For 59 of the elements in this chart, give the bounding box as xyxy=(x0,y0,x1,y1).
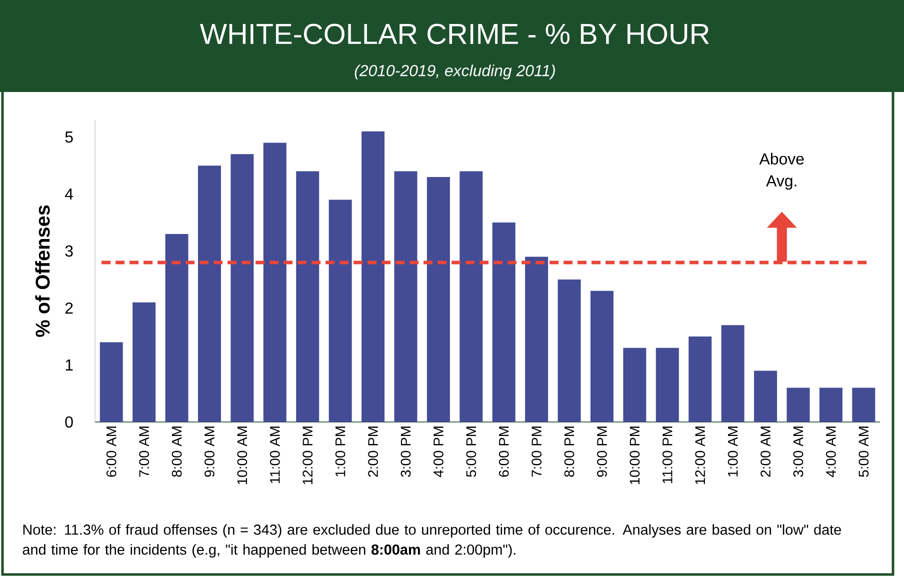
bar xyxy=(362,131,385,422)
x-tick-label: 6:00 AM xyxy=(106,426,116,477)
bar xyxy=(819,388,842,422)
y-tick-label: 3 xyxy=(65,245,73,257)
bar xyxy=(623,348,646,422)
x-tick-label: 2:00 AM xyxy=(760,426,770,477)
bar xyxy=(198,166,221,422)
bar xyxy=(296,171,320,422)
bar xyxy=(754,370,778,422)
chart-title: WHITE-COLLAR CRIME - % BY HOUR xyxy=(200,24,709,44)
x-tick-label: 3:00 AM xyxy=(793,426,804,477)
x-tick-label: 3:00 PM xyxy=(400,426,411,477)
y-tick-label: 0 xyxy=(65,416,73,428)
bar xyxy=(263,142,286,422)
x-tick-label: 11:00 AM xyxy=(270,426,280,484)
y-tick-label: 1 xyxy=(66,360,73,370)
bar xyxy=(230,154,254,422)
bar xyxy=(132,302,156,422)
bar xyxy=(590,290,614,422)
bar xyxy=(852,388,876,422)
x-tick-label: 5:00 PM xyxy=(466,426,476,477)
bar xyxy=(460,171,483,422)
x-tick-label: 11:00 PM xyxy=(662,426,672,484)
x-tick-label: 9:00 PM xyxy=(597,426,607,477)
bar xyxy=(100,342,123,422)
x-tick-label: 4:00 AM xyxy=(826,426,836,478)
y-tick-label: 4 xyxy=(64,188,74,200)
x-tick-label: 8:00 AM xyxy=(172,426,182,477)
bar xyxy=(688,336,712,422)
x-tick-label: 4:00 PM xyxy=(434,426,444,478)
bar xyxy=(328,200,352,422)
x-tick-label: 5:00 AM xyxy=(858,426,869,477)
bar xyxy=(558,280,581,422)
x-tick-label: 10:00 PM xyxy=(630,426,640,484)
y-tick-label: 2 xyxy=(65,302,73,314)
y-tick-label: 5 xyxy=(65,132,73,143)
bar xyxy=(525,256,548,422)
x-tick-label: 10:00 AM xyxy=(237,426,248,484)
bar xyxy=(492,222,516,422)
x-tick-label: 2:00 PM xyxy=(368,426,378,477)
x-tick-label: 8:00 PM xyxy=(564,426,574,477)
y-axis-title: % of Offenses xyxy=(35,205,50,337)
annotation: Above Avg. xyxy=(759,152,804,190)
bar xyxy=(165,234,188,422)
x-tick-label: 12:00 PM xyxy=(302,426,313,484)
bar xyxy=(786,388,810,422)
bar xyxy=(656,348,679,422)
x-tick-label: 7:00 AM xyxy=(139,426,150,477)
x-tick-label: 7:00 PM xyxy=(532,426,542,477)
x-tick-label: 1:00 PM xyxy=(335,426,346,476)
x-tick-label: 6:00 PM xyxy=(498,426,509,477)
x-tick-label: 9:00 AM xyxy=(204,426,214,477)
bar xyxy=(721,325,744,422)
x-tick-label: 1:00 AM xyxy=(728,426,738,476)
bar xyxy=(394,171,418,422)
chart-subtitle: (2010-2019, excluding 2011) xyxy=(354,64,555,80)
text: Note: 11.3% of fraud offenses (n = 343) are excluded due to unreported time of occurence. Analyses are based on "low" date and time for the incidents (e.g, "it happened between 8:00am and 2:00pm"). xyxy=(22,524,841,558)
x-tick-label: 12:00 AM xyxy=(695,426,706,484)
bar xyxy=(426,176,450,422)
